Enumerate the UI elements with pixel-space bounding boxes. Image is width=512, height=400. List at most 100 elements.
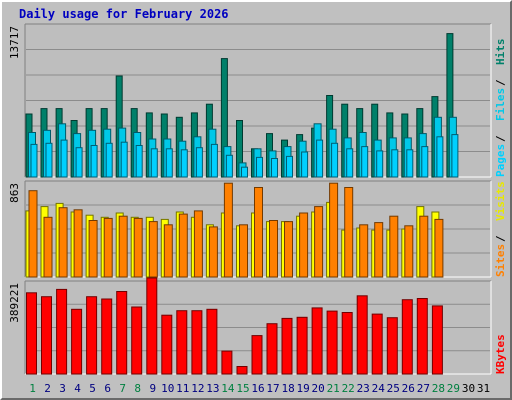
- x-tick-label-day-29: 29: [447, 382, 460, 395]
- bar-pages-day-13: [210, 143, 218, 178]
- bar-pages-day-22: [346, 148, 354, 178]
- bar-pages-day-18: [286, 155, 293, 178]
- legend-label-files: Files: [494, 88, 507, 121]
- legend-label-kbytes: KBytes: [494, 334, 507, 374]
- bar-pages-day-3: [60, 139, 68, 178]
- legend-label-hits: Hits: [494, 39, 507, 66]
- legend-separator: /: [494, 135, 507, 142]
- y-max-label: 13717: [8, 26, 21, 59]
- bar-pages-day-11: [180, 149, 188, 178]
- x-tick-label-day-15: 15: [236, 382, 249, 395]
- bar-kbytes-day-26: [401, 299, 413, 375]
- bar-kbytes-day-14: [221, 350, 233, 375]
- bar-sites-day-18: [284, 221, 293, 278]
- legend-separator: /: [494, 79, 507, 86]
- x-tick-label-day-17: 17: [266, 382, 279, 395]
- x-tick-label-day-4: 4: [74, 382, 81, 395]
- x-tick-label-day-14: 14: [221, 382, 235, 395]
- bar-sites-day-1: [28, 190, 38, 278]
- bar-pages-day-20: [316, 139, 324, 178]
- x-tick-label-day-19: 19: [296, 382, 309, 395]
- bar-sites-day-16: [254, 187, 263, 278]
- x-tick-label-day-23: 23: [357, 382, 370, 395]
- bar-kbytes-day-3: [56, 288, 68, 375]
- bar-sites-day-17: [269, 220, 278, 278]
- bar-sites-day-10: [163, 224, 173, 278]
- x-tick-label-day-13: 13: [206, 382, 219, 395]
- bar-kbytes-day-15: [236, 366, 248, 375]
- bar-kbytes-day-13: [206, 308, 218, 375]
- x-tick-label-day-20: 20: [311, 382, 324, 395]
- bar-pages-day-5: [90, 145, 98, 178]
- bar-pages-day-15: [241, 166, 248, 178]
- x-tick-label-day-24: 24: [372, 382, 386, 395]
- bar-kbytes-day-11: [176, 310, 188, 375]
- bar-sites-day-5: [88, 220, 98, 278]
- bar-pages-day-27: [421, 146, 429, 178]
- bar-pages-day-21: [331, 142, 339, 178]
- bar-kbytes-day-16: [251, 335, 263, 375]
- bar-pages-day-23: [361, 146, 369, 178]
- bar-sites-day-11: [178, 213, 188, 278]
- bar-sites-day-24: [374, 222, 384, 278]
- bar-pages-day-17: [271, 158, 278, 178]
- bar-sites-day-19: [299, 212, 309, 278]
- y-max-label: 863: [8, 183, 21, 203]
- bar-kbytes-day-23: [356, 295, 368, 375]
- bar-kbytes-day-9: [146, 277, 158, 375]
- bar-pages-day-7: [120, 141, 128, 178]
- bar-pages-day-26: [406, 149, 414, 178]
- bar-sites-day-9: [148, 221, 158, 278]
- x-tick-label-day-5: 5: [89, 382, 96, 395]
- bar-pages-day-2: [45, 142, 53, 178]
- bar-pages-day-25: [391, 149, 399, 178]
- x-tick-label-day-11: 11: [176, 382, 189, 395]
- bar-kbytes-day-12: [191, 310, 203, 375]
- bar-kbytes-day-17: [266, 323, 278, 375]
- bar-sites-day-22: [344, 187, 354, 278]
- x-tick-label-day-3: 3: [59, 382, 66, 395]
- x-tick-label-day-1: 1: [29, 382, 36, 395]
- x-tick-label-day-22: 22: [342, 382, 355, 395]
- bar-sites-day-28: [434, 218, 444, 278]
- bar-pages-day-14: [225, 154, 233, 178]
- bar-sites-day-13: [208, 226, 218, 278]
- x-tick-label-day-26: 26: [402, 382, 415, 395]
- bar-kbytes-day-4: [71, 308, 83, 375]
- bar-sites-day-21: [329, 182, 339, 278]
- bar-kbytes-day-24: [371, 313, 383, 375]
- bar-kbytes-day-21: [326, 310, 338, 375]
- bar-pages-day-19: [301, 151, 309, 178]
- bar-sites-day-8: [133, 217, 143, 278]
- bar-sites-day-7: [118, 215, 128, 278]
- bar-pages-day-16: [256, 156, 263, 178]
- bar-sites-day-4: [73, 209, 83, 278]
- bar-kbytes-day-20: [311, 307, 323, 375]
- bar-sites-day-26: [404, 225, 414, 278]
- bar-kbytes-day-5: [86, 296, 98, 375]
- bar-kbytes-day-19: [296, 316, 308, 375]
- bar-sites-day-15: [239, 224, 248, 278]
- bar-sites-day-20: [314, 206, 324, 278]
- bar-kbytes-day-7: [116, 291, 128, 375]
- legend-label-visits: Visits: [494, 181, 507, 221]
- bar-kbytes-day-8: [131, 306, 143, 375]
- x-tick-label-day-30: 30: [462, 382, 475, 395]
- x-tick-label-day-6: 6: [104, 382, 111, 395]
- bar-pages-day-1: [30, 143, 38, 178]
- bar-pages-day-24: [376, 150, 384, 178]
- legend-label-pages: Pages: [494, 144, 507, 177]
- y-max-label: 389221: [8, 283, 21, 323]
- bar-sites-day-12: [193, 210, 203, 278]
- bar-kbytes-day-27: [416, 298, 428, 375]
- x-tick-label-day-28: 28: [432, 382, 445, 395]
- bar-pages-day-8: [135, 145, 143, 178]
- bar-sites-day-27: [419, 215, 429, 278]
- x-tick-label-day-31: 31: [477, 382, 490, 395]
- bar-sites-day-25: [389, 215, 399, 278]
- bar-pages-day-28: [436, 136, 444, 178]
- x-tick-label-day-25: 25: [387, 382, 400, 395]
- x-tick-label-day-12: 12: [191, 382, 204, 395]
- bar-pages-day-10: [165, 148, 173, 178]
